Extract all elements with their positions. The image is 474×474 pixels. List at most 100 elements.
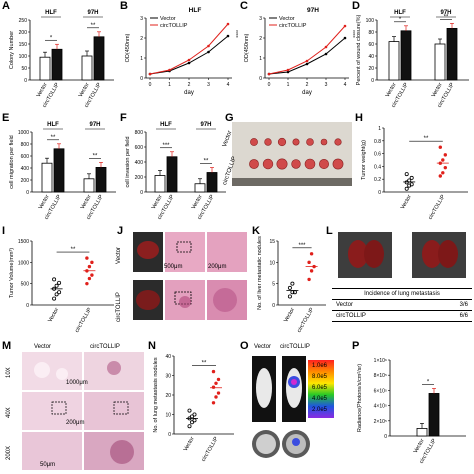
- y-tick-label: 4×10⁵: [374, 404, 387, 410]
- y-tick-label: 600: [135, 145, 144, 151]
- j-row-label-circ: circTOLLIP: [116, 292, 122, 322]
- bar: [154, 175, 166, 193]
- o-colorbar-tick-4: 4.0e5: [312, 396, 328, 402]
- data-point: [187, 424, 192, 429]
- y-tick-label: 0: [140, 76, 143, 82]
- bar: [434, 43, 446, 81]
- data-point: [438, 145, 442, 149]
- bar: [93, 36, 105, 81]
- o-colorbar-tick-2: 8.0e5: [312, 374, 328, 380]
- ivis-images: [250, 352, 350, 470]
- x-tick-label: Vector: [400, 194, 413, 211]
- bar: [166, 156, 178, 193]
- j-scale-200: 200μm: [208, 264, 227, 270]
- y-tick-label: 400: [21, 166, 30, 172]
- bar: [194, 183, 206, 193]
- panel-label-n: N: [148, 340, 156, 352]
- table-row: circTOLLIP 6/6: [332, 310, 472, 322]
- data-point: [226, 34, 230, 38]
- data-point: [211, 385, 216, 389]
- x-tick-label: 0: [149, 82, 152, 88]
- panel-label-b: B: [120, 0, 128, 12]
- y-axis-label: No. of lung metastasis nodules: [153, 357, 159, 432]
- x-tick-label: 3: [207, 82, 210, 88]
- panel-label-e: E: [2, 112, 10, 124]
- bar: [41, 162, 53, 193]
- significance-label: ****: [232, 30, 238, 38]
- legend-label: circTOLLIP: [160, 23, 188, 29]
- significance-label: ***: [162, 143, 170, 149]
- data-point: [214, 395, 218, 399]
- m-row-label-200x: 200X: [6, 445, 12, 460]
- group-label: HLF: [47, 122, 59, 128]
- x-tick-label: circTOLLIP: [428, 194, 447, 221]
- j-scale-500: 500μm: [164, 264, 183, 270]
- o-colorbar-tick-5: 2.0e5: [312, 407, 328, 413]
- data-point: [168, 68, 171, 72]
- x-tick-label: 0: [268, 82, 271, 88]
- significance-label: ****: [349, 30, 355, 38]
- data-point: [409, 175, 414, 180]
- j-row-label-vector: Vector: [116, 246, 122, 264]
- y-tick-label: 1000: [18, 130, 29, 136]
- data-point: [443, 165, 447, 170]
- data-point: [211, 401, 216, 405]
- panel-label-m: M: [2, 340, 12, 352]
- significance-label: **: [91, 23, 96, 29]
- y-tick-label: 10: [165, 413, 171, 419]
- chart-n-lung-nodules: 0 10 20 30 40 No. of lung metastasis nodules V…: [153, 354, 234, 463]
- data-point: [305, 62, 309, 66]
- bar: [95, 167, 107, 193]
- data-point: [307, 260, 311, 265]
- bar: [51, 48, 63, 81]
- data-point: [214, 381, 218, 385]
- y-tick-label: 800: [135, 130, 144, 136]
- significance-label: **: [71, 247, 76, 253]
- bar: [83, 178, 95, 193]
- bar: [428, 393, 440, 437]
- group-label: HLF: [394, 10, 406, 16]
- y-axis-label: OD(450nm): [244, 33, 250, 62]
- data-point: [52, 296, 57, 301]
- data-point: [309, 269, 314, 273]
- panel-label-i: I: [2, 225, 6, 237]
- y-tick-label: 80: [368, 30, 374, 36]
- panel-label-c: C: [240, 0, 248, 12]
- m-col-label-vector: Vector: [34, 344, 52, 350]
- data-point: [207, 44, 210, 48]
- tumor-photo: [232, 122, 352, 186]
- y-tick-label: 10: [269, 260, 275, 266]
- y-tick-label: 0: [26, 303, 29, 309]
- y-tick-label: 1: [140, 56, 143, 62]
- lung-histology-images: [22, 352, 146, 470]
- m-scale-50: 50μm: [40, 462, 56, 468]
- lung-images: [332, 230, 472, 282]
- x-tick-label: Vector: [183, 436, 196, 453]
- x-axis-label: day: [302, 90, 312, 96]
- y-tick-label: 8×10⁵: [374, 373, 387, 379]
- x-tick-label: 1: [287, 82, 290, 88]
- bar: [39, 56, 51, 81]
- y-tick-label: 40: [165, 354, 171, 360]
- data-point: [87, 264, 92, 269]
- y-tick-label: 0: [26, 190, 29, 196]
- data-point: [190, 420, 195, 425]
- data-point: [324, 52, 328, 56]
- y-axis-label: OD(450nm): [125, 33, 131, 62]
- y-tick-label: 0.8: [374, 139, 381, 145]
- y-tick-label: 800: [21, 142, 30, 148]
- y-tick-label: 0.2: [374, 177, 381, 183]
- x-tick-label: 4: [344, 82, 347, 88]
- ivis-colorbar: [308, 360, 334, 418]
- chart-h-tumor-weight: 0 0.2 0.4 0.6 0.8 1 Tumor weight(g) Vector circT…: [361, 126, 468, 221]
- legend-label: circTOLLIP: [279, 23, 307, 29]
- o-colorbar-tick-1: 1.0e6: [312, 363, 328, 369]
- y-axis-label: No. of liver metastatic nodules: [257, 236, 263, 310]
- series-line: [268, 25, 346, 75]
- m-row-label-40x: 40X: [6, 407, 12, 418]
- y-tick-label: 2: [140, 36, 143, 42]
- y-tick-label: 200: [135, 175, 144, 181]
- bar: [81, 55, 93, 81]
- data-point: [148, 72, 152, 76]
- data-point: [443, 153, 447, 157]
